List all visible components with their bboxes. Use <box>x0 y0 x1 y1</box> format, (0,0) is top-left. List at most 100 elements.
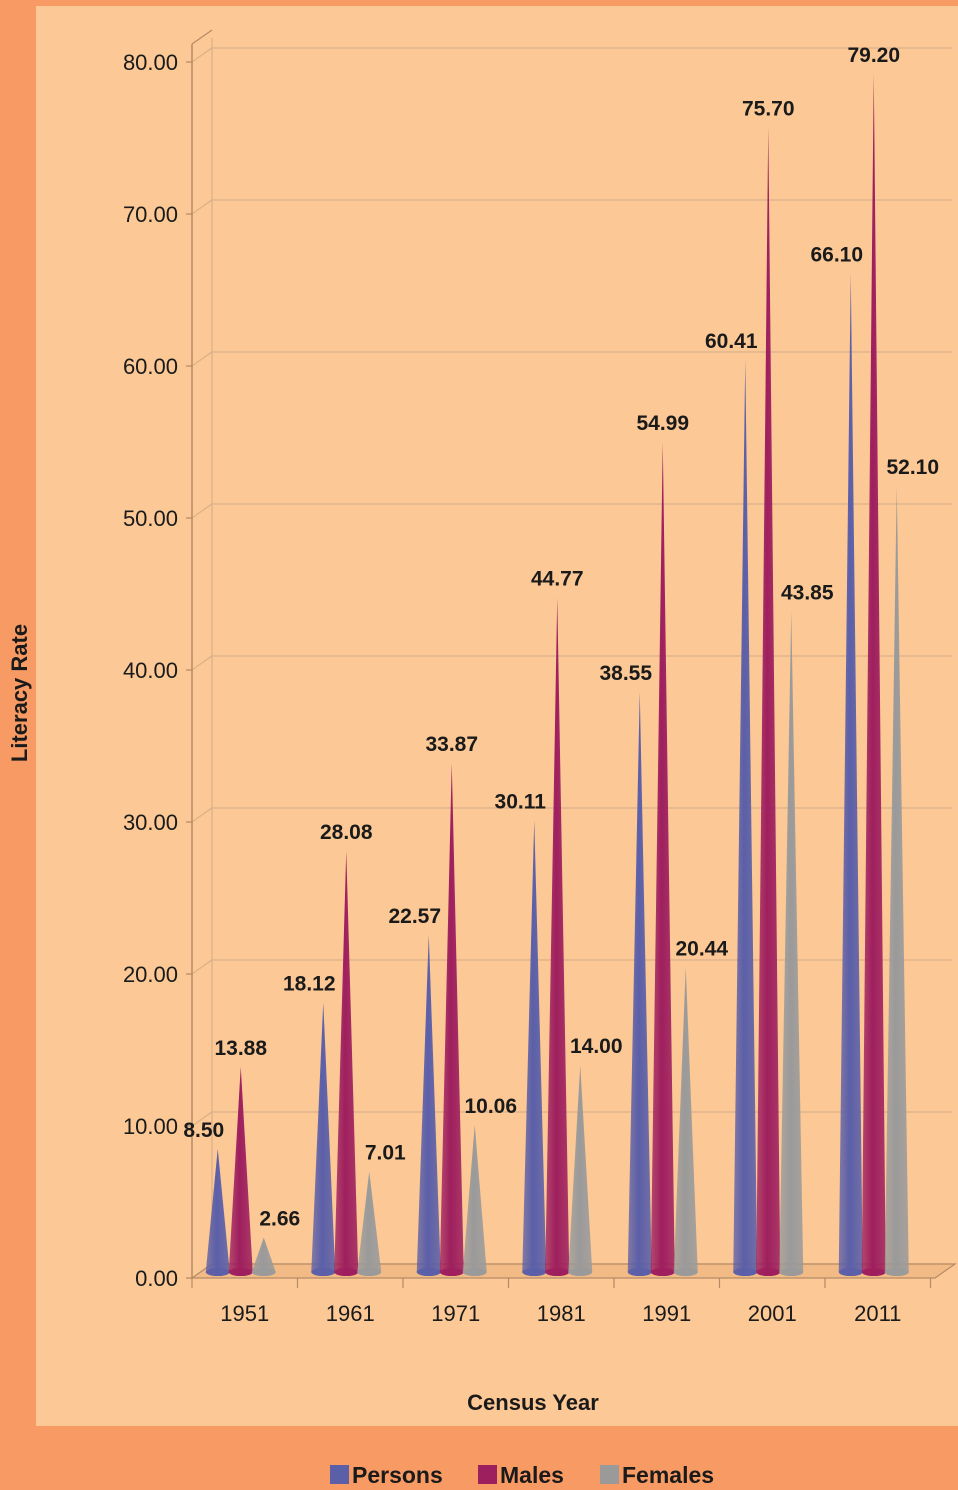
cone-males-2001 <box>756 127 781 1277</box>
x-tick-label: 2011 <box>854 1301 901 1326</box>
data-label-females-2001: 43.85 <box>781 581 834 604</box>
cone-base-persons-1981 <box>522 1268 547 1276</box>
gridline-diag <box>191 655 213 671</box>
gridline-diag <box>191 1111 213 1127</box>
legend: Persons Males Females <box>330 1462 714 1488</box>
cone-base-males-1951 <box>228 1268 253 1276</box>
cone-females-2001 <box>779 611 804 1276</box>
legend-label: Persons <box>352 1462 443 1488</box>
gridline-diag <box>191 959 213 975</box>
cone-persons-1991 <box>627 692 652 1276</box>
data-label-females-1951: 2.66 <box>259 1208 300 1231</box>
legend-item-persons: Persons <box>330 1462 443 1488</box>
gridline-diag <box>191 351 213 367</box>
data-label-males-1951: 13.88 <box>214 1037 267 1060</box>
cone-base-persons-1991 <box>627 1268 652 1276</box>
x-tick-label: 1971 <box>431 1301 480 1326</box>
y-tick-label: 70.00 <box>123 202 178 227</box>
cone-base-persons-2001 <box>733 1268 758 1276</box>
y-tick-label: 30.00 <box>123 810 178 835</box>
data-label-persons-1961: 18.12 <box>283 973 336 996</box>
data-label-males-1991: 54.99 <box>636 412 689 435</box>
cone-females-1951 <box>251 1237 276 1276</box>
data-label-persons-1981: 30.11 <box>495 790 547 813</box>
legend-label: Females <box>622 1462 714 1488</box>
cone-base-females-2011 <box>884 1268 909 1276</box>
y-tick-label: 10.00 <box>123 1114 178 1139</box>
data-label-persons-1951: 8.50 <box>183 1119 224 1142</box>
x-tick-label: 1991 <box>642 1301 691 1326</box>
cone-males-1951 <box>228 1067 253 1276</box>
cone-males-1961 <box>334 851 359 1276</box>
gridline-diag <box>191 807 213 823</box>
bar-layer <box>205 74 909 1277</box>
cone-females-1971 <box>462 1125 487 1276</box>
cone-base-females-1981 <box>568 1268 593 1276</box>
data-label-males-2001: 75.70 <box>742 97 795 120</box>
data-label-females-1971: 10.06 <box>464 1095 517 1118</box>
cone-persons-1951 <box>205 1148 230 1276</box>
data-label-females-1961: 7.01 <box>365 1141 406 1164</box>
grid-layer <box>191 38 952 1279</box>
gridline-diag <box>191 503 213 519</box>
cone-base-females-1971 <box>462 1268 487 1276</box>
cone-males-2011 <box>861 74 886 1276</box>
x-tick-label: 1961 <box>326 1301 375 1326</box>
cone-base-persons-1971 <box>416 1268 441 1276</box>
cone-base-females-1991 <box>673 1268 698 1276</box>
legend-swatch <box>600 1465 619 1484</box>
data-label-males-1981: 44.77 <box>531 567 584 590</box>
cone-persons-2011 <box>838 273 863 1276</box>
y-tick-label: 40.00 <box>123 658 178 683</box>
y-tick-label: 80.00 <box>123 50 178 75</box>
cone-base-females-1961 <box>357 1268 382 1276</box>
gridline-diag <box>191 47 213 63</box>
data-label-persons-1971: 22.57 <box>388 905 441 928</box>
cone-base-persons-1961 <box>311 1268 336 1276</box>
cone-base-persons-2011 <box>838 1268 863 1276</box>
cone-base-females-2001 <box>779 1268 804 1276</box>
y-tick-label: 20.00 <box>123 962 178 987</box>
y-axis-title: Literacy Rate <box>7 624 32 762</box>
cone-females-1991 <box>673 967 698 1276</box>
cone-base-males-2011 <box>861 1268 886 1276</box>
cone-base-females-1951 <box>251 1268 276 1276</box>
cone-persons-1981 <box>522 820 547 1276</box>
x-axis-title: Census Year <box>467 1390 599 1415</box>
data-label-persons-2001: 60.41 <box>705 330 758 353</box>
plot-panel <box>36 6 958 1426</box>
cone-persons-2001 <box>733 359 758 1276</box>
cone-base-persons-1951 <box>205 1268 230 1276</box>
cone-base-males-1971 <box>439 1268 464 1276</box>
cone-base-males-2001 <box>756 1268 781 1276</box>
data-label-males-2011: 79.20 <box>847 44 900 67</box>
gridline-diag <box>191 199 213 215</box>
y-axis-top-diag <box>191 29 213 45</box>
cone-females-1981 <box>568 1065 593 1276</box>
data-label-persons-2011: 66.10 <box>810 243 863 266</box>
legend-item-males: Males <box>478 1462 564 1488</box>
cone-base-males-1991 <box>650 1268 675 1276</box>
y-tick-label: 0.00 <box>135 1266 178 1291</box>
cone-persons-1961 <box>311 1002 336 1276</box>
data-label-males-1961: 28.08 <box>320 821 373 844</box>
cone-base-males-1981 <box>545 1268 570 1276</box>
legend-item-females: Females <box>600 1462 714 1488</box>
data-label-females-2011: 52.10 <box>886 456 939 479</box>
legend-label: Males <box>500 1462 564 1488</box>
cone-base-males-1961 <box>334 1268 359 1276</box>
x-tick-label: 2001 <box>748 1301 797 1326</box>
data-label-females-1981: 14.00 <box>570 1035 623 1058</box>
cone-persons-1971 <box>416 934 441 1276</box>
cone-males-1981 <box>545 597 570 1276</box>
cone-males-1991 <box>650 442 675 1277</box>
y-tick-label: 60.00 <box>123 354 178 379</box>
x-tick-label: 1951 <box>220 1301 269 1326</box>
legend-swatch <box>330 1465 349 1484</box>
cone-males-1971 <box>439 763 464 1276</box>
data-label-layer: 8.50 13.88 2.66 18.12 28.08 7.01 22.57 33.87 10.… <box>183 44 939 1230</box>
data-label-females-1991: 20.44 <box>675 937 728 960</box>
data-label-males-1971: 33.87 <box>425 733 478 756</box>
